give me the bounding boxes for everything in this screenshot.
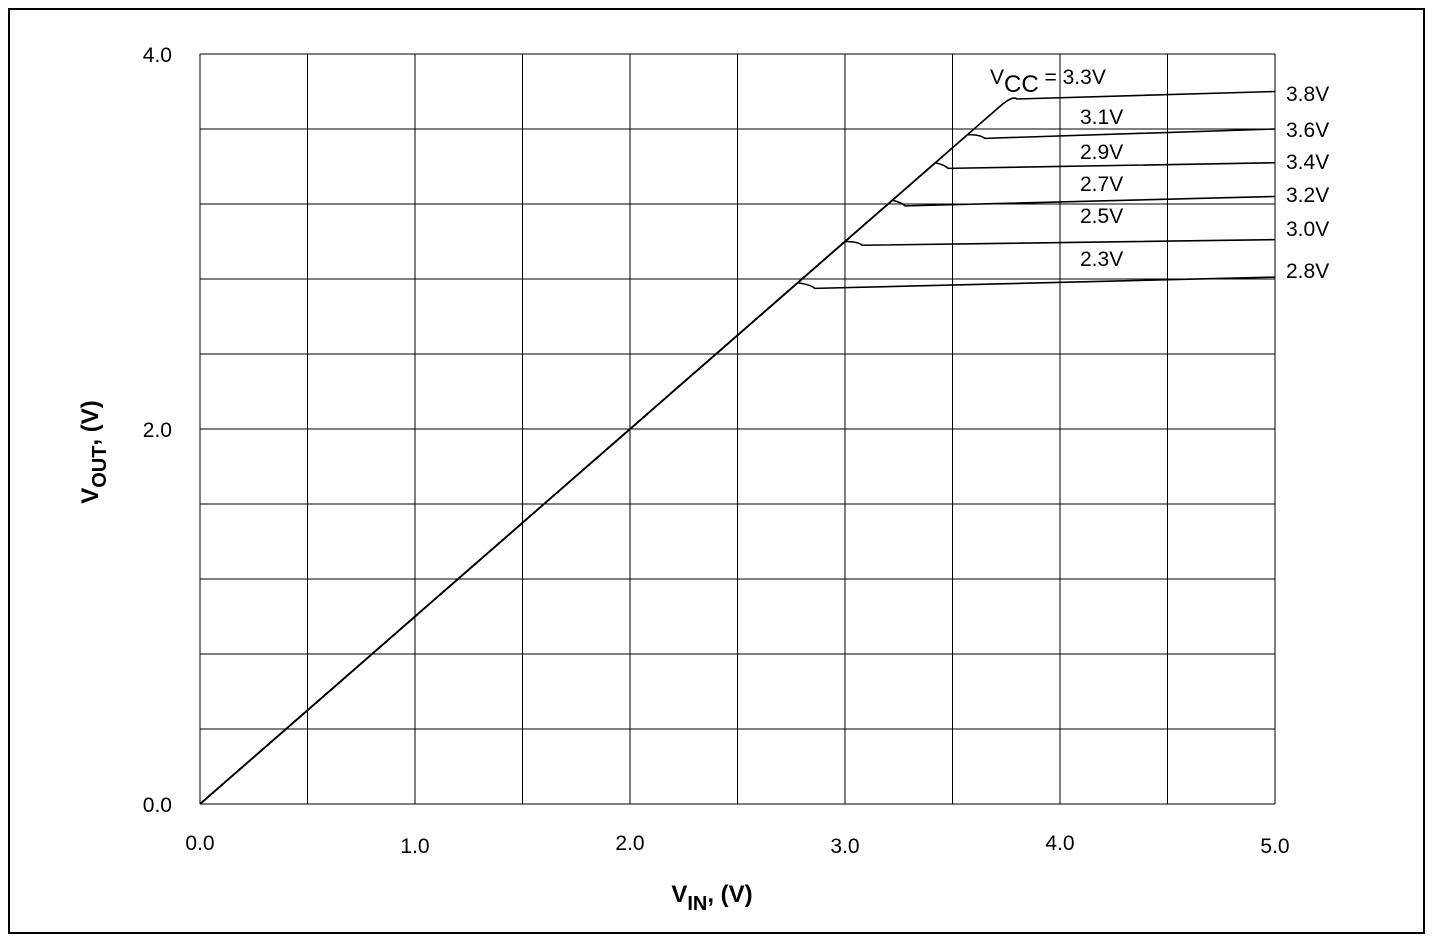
series-line bbox=[199, 238, 1276, 805]
series-line bbox=[199, 161, 1276, 805]
series-end-label: 3.8V bbox=[1286, 83, 1329, 106]
series-name-label: 2.5V bbox=[1080, 205, 1123, 228]
series-end-label: 2.8V bbox=[1286, 260, 1329, 283]
series-name-label: 2.7V bbox=[1080, 173, 1123, 196]
x-tick-label: 5.0 bbox=[1260, 835, 1289, 858]
chart-frame bbox=[8, 8, 1425, 934]
end-labels: 3.8V 3.6V 3.4V 3.2V 3.0V 2.8V bbox=[1286, 83, 1329, 283]
series-line bbox=[199, 195, 1276, 805]
curve-group bbox=[199, 90, 1276, 805]
x-tick-label: 4.0 bbox=[1045, 832, 1074, 855]
series-end-label: 3.4V bbox=[1286, 151, 1329, 174]
series-labels: VCC = 3.3V 3.1V 2.9V 2.7V 2.5V 2.3V bbox=[990, 66, 1123, 271]
y-tick-label: 2.0 bbox=[143, 419, 172, 442]
series-name-label: 2.9V bbox=[1080, 141, 1123, 164]
series-line bbox=[199, 276, 1276, 805]
tick-labels: 0.0 1.0 2.0 3.0 4.0 5.0 0.0 2.0 4.0 bbox=[143, 44, 1290, 858]
x-tick-label: 1.0 bbox=[400, 835, 429, 858]
y-axis-label: VOUT, (V) bbox=[77, 400, 111, 504]
series-line bbox=[199, 90, 1276, 805]
series-name-label: 3.1V bbox=[1080, 106, 1123, 129]
x-axis-label: VIN, (V) bbox=[671, 881, 752, 915]
x-tick-label: 2.0 bbox=[615, 832, 644, 855]
series-end-label: 3.2V bbox=[1286, 184, 1329, 207]
series-name-label: 2.3V bbox=[1080, 248, 1123, 271]
series-name-label: VCC = 3.3V bbox=[990, 66, 1106, 98]
chart-grid bbox=[199, 53, 1276, 805]
series-end-label: 3.0V bbox=[1286, 218, 1329, 241]
y-tick-label: 0.0 bbox=[143, 794, 172, 817]
series-end-label: 3.6V bbox=[1286, 119, 1329, 142]
x-tick-label: 0.0 bbox=[185, 832, 214, 855]
y-tick-label: 4.0 bbox=[143, 44, 172, 67]
series-line bbox=[199, 128, 1276, 805]
x-tick-label: 3.0 bbox=[830, 835, 859, 858]
